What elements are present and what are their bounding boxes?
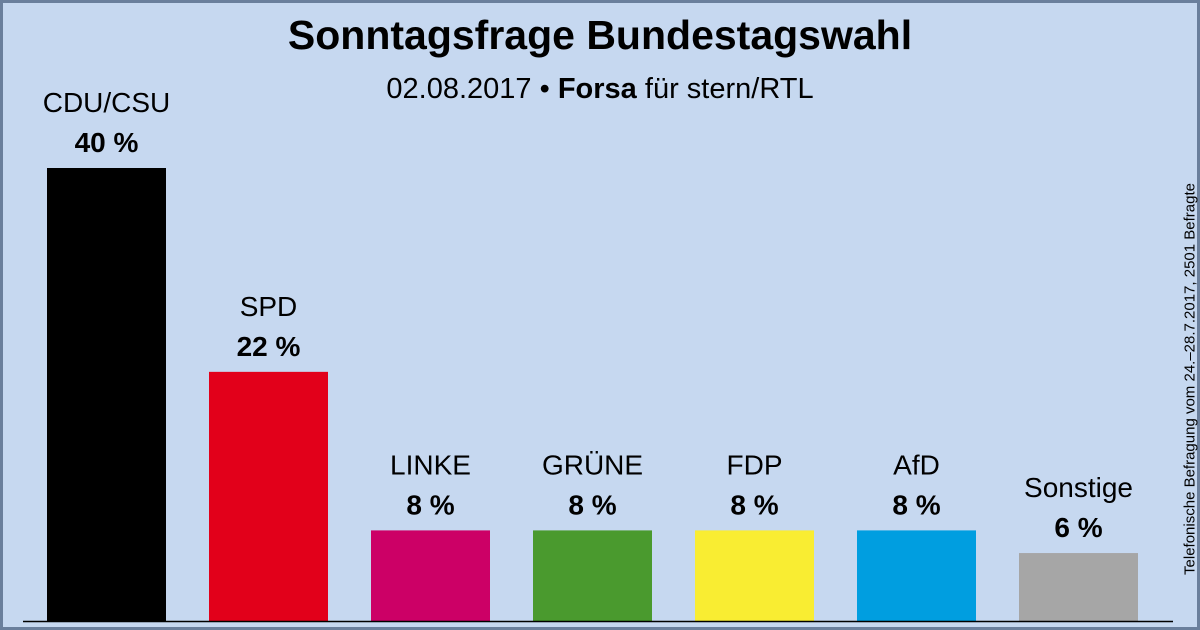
bar-afd — [857, 530, 976, 621]
value-label-afd: 8 % — [892, 489, 940, 520]
value-label-sonstige: 6 % — [1054, 512, 1102, 543]
bar-chart: 40 % CDU/CSU 22 % SPD 8 % LINKE 8 % GRÜNE 8 % FDP… — [23, 87, 1173, 623]
poll-date: 02.08.2017 — [386, 73, 532, 105]
category-label-sonstige: Sonstige — [1024, 472, 1133, 503]
chart-title: Sonntagsfrage Bundestagswahl — [287, 12, 913, 58]
poll-institute: Forsa — [557, 73, 637, 105]
value-label-linke: 8 % — [406, 489, 454, 520]
category-label-afd: AfD — [893, 449, 940, 480]
category-label-linke: LINKE — [390, 449, 471, 480]
subtitle-separator: • — [539, 73, 550, 105]
bar-sonstige — [1019, 553, 1138, 621]
value-label-spd: 22 % — [237, 331, 301, 362]
value-label-gruene: 8 % — [568, 489, 616, 520]
value-label-fdp: 8 % — [730, 489, 778, 520]
poll-client: für stern/RTL — [644, 73, 814, 105]
bar-cdu-csu — [47, 168, 166, 621]
bar-spd — [209, 371, 328, 621]
category-label-cdu-csu: CDU/CSU — [43, 87, 171, 118]
bar-gruene — [533, 530, 652, 621]
category-label-spd: SPD — [240, 291, 298, 322]
source-note: Telefonische Befragung vom 24.–28.7.2017… — [1181, 183, 1199, 575]
bar-fdp — [695, 530, 814, 621]
value-label-cdu-csu: 40 % — [75, 127, 139, 158]
category-label-fdp: FDP — [727, 449, 783, 480]
bar-linke — [371, 530, 490, 621]
category-label-gruene: GRÜNE — [542, 449, 643, 480]
chart-subtitle: 02.08.2017 • Forsa für stern/RTL — [3, 73, 1197, 106]
